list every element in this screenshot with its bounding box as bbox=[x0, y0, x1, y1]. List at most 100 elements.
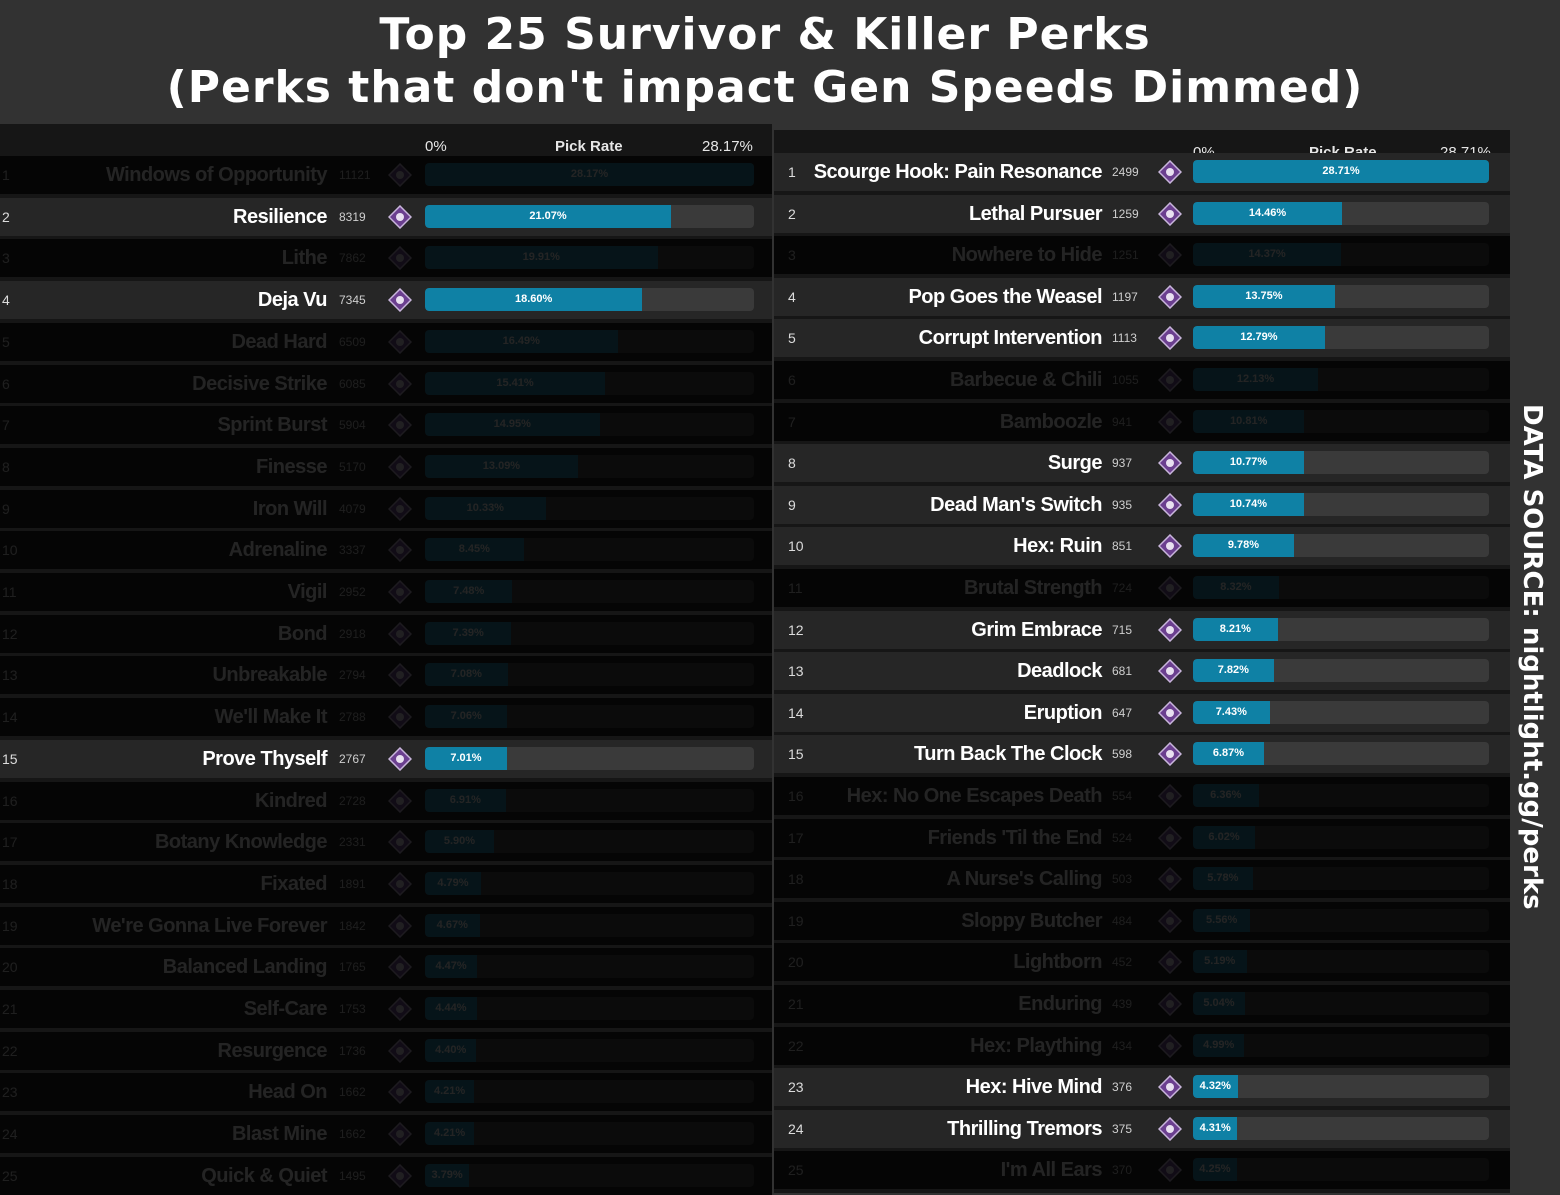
perk-bar-track: 8.32% bbox=[1193, 576, 1489, 599]
perk-count: 1891 bbox=[339, 876, 366, 891]
perk-name: Enduring bbox=[1018, 993, 1102, 1015]
perk-name: Grim Embrace bbox=[971, 618, 1102, 641]
perk-pick-rate: 7.01% bbox=[450, 751, 482, 764]
perk-icon bbox=[1157, 950, 1183, 975]
perk-bar-track: 4.32% bbox=[1193, 1075, 1489, 1099]
perk-row: 14 We'll Make It 2788 7.06% bbox=[0, 698, 772, 737]
perk-bar-fill bbox=[425, 204, 672, 228]
perk-icon bbox=[1157, 742, 1183, 767]
perk-row: 7 Bamboozle 941 10.81% bbox=[774, 402, 1510, 441]
perk-name: Adrenaline bbox=[228, 539, 328, 562]
perk-icon bbox=[1157, 991, 1183, 1017]
perk-row: 21 Self-Care 1753 4.44% bbox=[0, 990, 772, 1028]
perk-count: 941 bbox=[1112, 414, 1133, 429]
perk-row: 17 Botany Knowledge 2331 5.90% bbox=[0, 823, 772, 862]
perk-rank: 4 bbox=[788, 288, 796, 305]
perk-row: 22 Hex: Plaything 434 4.99% bbox=[774, 1026, 1510, 1065]
perk-bar-fill bbox=[425, 329, 618, 353]
perk-rank: 25 bbox=[788, 1162, 804, 1179]
perk-icon bbox=[387, 996, 413, 1022]
perk-name: Windows of Opportunity bbox=[105, 164, 328, 186]
perk-rank: 18 bbox=[2, 875, 18, 892]
perk-row: 11 Vigil 2952 7.48% bbox=[0, 573, 772, 611]
perk-name: Bond bbox=[277, 622, 328, 645]
perk-name: Friends 'Til the End bbox=[927, 826, 1103, 849]
perk-bar-fill bbox=[425, 371, 605, 395]
perk-pick-rate: 19.91% bbox=[522, 251, 560, 264]
perk-rank: 14 bbox=[788, 704, 804, 721]
perk-count: 681 bbox=[1112, 664, 1133, 679]
perk-bar-track: 8.21% bbox=[1193, 617, 1489, 641]
perk-pick-rate: 7.48% bbox=[453, 585, 485, 597]
perk-row: 20 Lightborn 452 5.19% bbox=[774, 943, 1510, 982]
perk-bar-fill bbox=[1193, 284, 1335, 308]
perk-pick-rate: 10.74% bbox=[1229, 497, 1268, 510]
perk-bar-track: 12.79% bbox=[1193, 326, 1489, 350]
perk-count: 724 bbox=[1112, 581, 1133, 595]
perk-name: Resilience bbox=[233, 205, 327, 228]
perk-bar-fill bbox=[425, 871, 481, 895]
perk-bar-fill bbox=[425, 955, 478, 979]
perk-rank: 6 bbox=[788, 372, 796, 388]
perk-rank: 6 bbox=[2, 375, 10, 392]
perk-bar-track: 4.21% bbox=[425, 1080, 754, 1104]
chart-title: Top 25 Survivor & Killer Perks (Perks th… bbox=[0, 8, 1530, 114]
perk-count: 2952 bbox=[339, 585, 366, 599]
perk-name: Eruption bbox=[1023, 701, 1103, 724]
perk-pick-rate: 4.40% bbox=[435, 1043, 467, 1056]
perk-icon bbox=[387, 538, 413, 563]
perk-count: 370 bbox=[1112, 1163, 1133, 1178]
perk-icon bbox=[387, 1038, 413, 1063]
perk-rank: 8 bbox=[2, 458, 10, 475]
perk-bar-track: 13.75% bbox=[1193, 284, 1489, 308]
perk-name: Head On bbox=[248, 1081, 327, 1104]
perk-bar-fill bbox=[1193, 326, 1325, 350]
perk-name: Turn Back The Clock bbox=[914, 743, 1102, 766]
perk-row: 9 Dead Man's Switch 935 10.74% bbox=[774, 485, 1510, 524]
perk-pick-rate: 9.78% bbox=[1227, 539, 1260, 552]
perk-icon bbox=[1157, 617, 1183, 642]
perk-pick-rate: 13.09% bbox=[482, 459, 521, 472]
perk-bar-track: 6.36% bbox=[1193, 784, 1489, 807]
perk-pick-rate: 10.81% bbox=[1230, 414, 1268, 427]
perk-pick-rate: 4.21% bbox=[433, 1127, 466, 1140]
perk-name: Dead Hard bbox=[231, 330, 327, 353]
perk-bar-track: 14.37% bbox=[1193, 243, 1489, 267]
perk-count: 2918 bbox=[339, 626, 366, 641]
perk-bar-track: 3.79% bbox=[425, 1163, 754, 1187]
perk-icon bbox=[1157, 783, 1183, 809]
axis-min-label: 0% bbox=[425, 138, 447, 155]
perk-count: 2331 bbox=[339, 835, 366, 850]
perk-pick-rate: 6.87% bbox=[1212, 747, 1245, 760]
perk-bar-fill bbox=[425, 913, 480, 937]
perk-bar-fill bbox=[1193, 992, 1245, 1015]
perk-bar-fill bbox=[425, 1163, 470, 1187]
perk-bar-track: 4.79% bbox=[425, 871, 754, 895]
perk-bar-track: 4.31% bbox=[1193, 1116, 1489, 1140]
perk-row: 10 Hex: Ruin 851 9.78% bbox=[774, 527, 1510, 566]
perk-icon bbox=[1157, 284, 1183, 309]
perk-count: 1765 bbox=[339, 960, 366, 975]
perk-name: Corrupt Intervention bbox=[918, 327, 1103, 350]
perk-rank: 4 bbox=[2, 292, 10, 309]
perk-bar-fill bbox=[425, 830, 494, 854]
perk-rank: 9 bbox=[788, 496, 796, 513]
perk-bar-track: 7.48% bbox=[425, 580, 754, 603]
perk-count: 3337 bbox=[339, 543, 366, 558]
perk-icon bbox=[387, 913, 413, 938]
perk-bar-fill bbox=[425, 580, 513, 603]
perk-pick-rate: 28.71% bbox=[1322, 165, 1360, 177]
perk-pick-rate: 7.08% bbox=[450, 668, 482, 681]
perk-icon bbox=[387, 871, 413, 896]
perk-name: Botany Knowledge bbox=[154, 831, 328, 854]
data-source-label: DATA SOURCE: nightlight.gg/perks bbox=[1517, 404, 1547, 910]
perk-bar-fill bbox=[425, 454, 578, 478]
perk-rank: 10 bbox=[788, 538, 804, 555]
perk-count: 2499 bbox=[1112, 165, 1139, 179]
perk-pick-rate: 5.90% bbox=[443, 835, 476, 848]
perk-bar-track: 4.67% bbox=[425, 913, 754, 937]
perk-count: 1055 bbox=[1112, 373, 1139, 387]
perk-row: 2 Lethal Pursuer 1259 14.46% bbox=[774, 194, 1510, 233]
perk-icon bbox=[1157, 659, 1183, 684]
perk-pick-rate: 4.99% bbox=[1203, 1038, 1235, 1051]
